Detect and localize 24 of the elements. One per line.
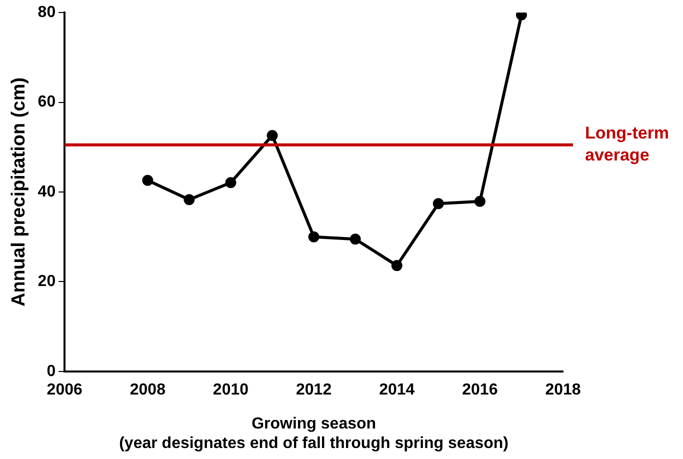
y-tick-label: 80	[38, 4, 56, 22]
x-tick-label: 2012	[296, 381, 332, 398]
point	[266, 130, 278, 141]
y-tick-label: 40	[38, 183, 56, 200]
point	[432, 198, 444, 210]
point	[225, 177, 236, 188]
ref-line-label: Long-term average	[585, 124, 670, 165]
y-tick-label: 0	[46, 362, 56, 380]
point	[142, 174, 154, 186]
x-tick-label: 2016	[462, 381, 498, 398]
point	[391, 260, 402, 272]
point	[350, 234, 361, 245]
y-tick-label: 60	[38, 94, 56, 111]
point	[474, 196, 486, 207]
x-tick-label: 2018	[545, 381, 581, 398]
y-axis-title: Annual precipitation (cm)	[8, 77, 30, 307]
y-tick-label: 20	[38, 273, 56, 290]
x-tick-label: 2010	[212, 381, 249, 398]
point	[184, 194, 195, 206]
x-tick-label: 2006	[46, 381, 82, 398]
x-axis-title: Growing season (year designates end of fall through spring season)	[119, 416, 508, 452]
point	[308, 231, 320, 242]
x-tick-label: 2014	[379, 381, 415, 398]
x-tick-label: 2008	[130, 381, 166, 398]
